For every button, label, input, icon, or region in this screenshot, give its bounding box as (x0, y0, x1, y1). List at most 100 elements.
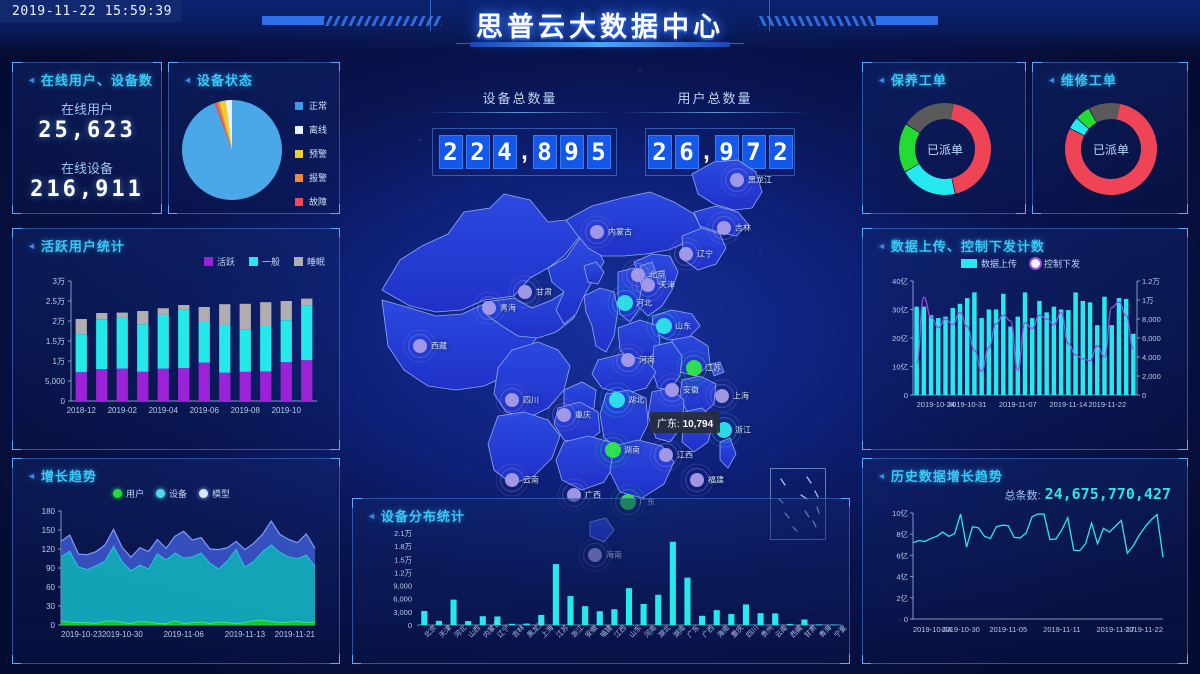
device-total-label: 设备总数量 (482, 91, 558, 106)
title-underline (470, 42, 730, 47)
panel-title-marker-icon: ◄ (27, 241, 37, 251)
panel-title-online: ◄ 在线用户、设备数 (27, 73, 153, 88)
panel-repair-orders: ◄ 维修工单 已派单 (1032, 62, 1188, 214)
legend-item-data-upload[interactable]: 数据上传 (961, 257, 1017, 270)
svg-text:3万: 3万 (53, 277, 65, 286)
map-marker[interactable] (715, 389, 729, 403)
header-bar-left (262, 16, 324, 25)
legend-item-normal[interactable]: 正常 (295, 99, 327, 112)
map-marker[interactable] (505, 473, 519, 487)
legend-item-warning[interactable]: 预警 (295, 147, 327, 160)
map-marker[interactable] (621, 353, 635, 367)
svg-text:6亿: 6亿 (896, 550, 908, 560)
active-users-bar-chart[interactable]: 0 5,000 1万 1.5万 2万 2.5万 3万 2018-12 2019-02 2019-0… (31, 273, 321, 438)
donut-slice[interactable] (949, 103, 991, 194)
svg-text:2019-11-22: 2019-11-22 (1088, 400, 1126, 409)
map-province-label: 江苏 (705, 363, 721, 373)
map-marker[interactable] (518, 285, 532, 299)
map-province-label: 河北 (636, 298, 652, 308)
growth-trend-area-chart[interactable]: 0 30 60 90 120 150 180 2019-10-23 2019-10-30 2019… (29, 503, 321, 658)
legend-label-users: 用户 (126, 489, 145, 499)
flip-digit: 2 (768, 135, 793, 169)
svg-text:2019-02: 2019-02 (108, 406, 138, 415)
device-distribution-bar-chart[interactable]: 0 3,000 6,000 9,000 1.2万 1.5万 1.8万 2.1万 (375, 529, 845, 630)
map-marker[interactable] (679, 247, 693, 261)
map-marker[interactable] (690, 473, 704, 487)
map-marker[interactable] (557, 408, 571, 422)
donut-slice[interactable] (905, 164, 955, 195)
map-marker[interactable] (617, 295, 633, 311)
donut-slice[interactable] (1070, 118, 1089, 136)
legend-label-warning: 预警 (309, 149, 328, 159)
clock-label: 2019-11-22 15:59:39 (0, 0, 183, 22)
map-marker[interactable] (717, 221, 731, 235)
panel-title-marker-icon: ◄ (27, 75, 37, 85)
svg-text:2019-11-07: 2019-11-07 (999, 400, 1037, 409)
svg-text:5,000: 5,000 (45, 377, 66, 386)
panel-title-device-distribution: ◄ 设备分布统计 (367, 509, 465, 524)
map-marker[interactable] (730, 173, 744, 187)
map-marker[interactable] (609, 392, 625, 408)
svg-text:2019-11-21: 2019-11-21 (275, 630, 316, 639)
legend-label-normal: 正常 (309, 101, 328, 111)
legend-item-active[interactable]: 活跃 (203, 255, 235, 268)
history-total-label: 总条数: (1004, 490, 1041, 502)
map-province-label: 江西 (677, 450, 693, 460)
svg-text:2019-11-14: 2019-11-14 (1049, 400, 1087, 409)
map-marker[interactable] (482, 301, 496, 315)
legend-swatch-offline (295, 125, 303, 134)
map-marker[interactable] (505, 393, 519, 407)
donut-slice[interactable] (899, 124, 920, 172)
panel-title-growth-trend: ◄ 增长趋势 (27, 469, 97, 484)
donut-slice[interactable] (906, 103, 955, 133)
donut-slice[interactable] (1089, 103, 1121, 123)
map-marker[interactable] (631, 268, 645, 282)
legend-item-devices[interactable]: 设备 (156, 487, 187, 500)
panel-title-marker-icon: ◄ (367, 511, 377, 521)
legend-item-control-dispatch[interactable]: 控制下发 (1031, 257, 1080, 270)
legend-item-users[interactable]: 用户 (113, 487, 144, 500)
panel-device-distribution: ◄ 设备分布统计 0 3,000 6,000 9,000 1.2万 1.5万 1.8万 2.1万… (352, 498, 850, 664)
china-map[interactable]: 黑龙江 吉林 内蒙古 辽宁 北京 天津 河北 山东 甘肃 青海 西藏 河南 江苏 安徽 湖北 上海 四川 重庆 湖南… (352, 150, 852, 572)
legend-item-offline[interactable]: 离线 (295, 123, 327, 136)
svg-text:2019-10-24: 2019-10-24 (913, 625, 951, 634)
legend-item-models[interactable]: 模型 (199, 487, 230, 500)
donut-slice[interactable] (1065, 103, 1157, 195)
panel-title-marker-icon: ◄ (877, 471, 887, 481)
maintenance-donut-center-label: 已派单 (926, 142, 963, 157)
svg-text:1万: 1万 (53, 357, 65, 366)
legend-item-general[interactable]: 一般 (248, 255, 280, 268)
svg-text:2019-11-17: 2019-11-17 (1096, 625, 1134, 634)
map-marker[interactable] (590, 225, 604, 239)
history-total-value: 24,675,770,427 (1044, 485, 1171, 503)
svg-text:6,000: 6,000 (1142, 334, 1161, 343)
map-marker[interactable] (665, 383, 679, 397)
legend-label-active: 活跃 (216, 257, 235, 267)
panel-title-data-upload: ◄ 数据上传、控制下发计数 (877, 239, 1045, 254)
legend-item-sleeping[interactable]: 睡眠 (293, 255, 325, 268)
map-marker[interactable] (656, 318, 672, 334)
data-upload-combo-chart[interactable]: 0 10亿 20亿 30亿 40亿 0 2,000 4,000 6,000 8,000 1万 1.2万… (879, 273, 1171, 433)
svg-text:40亿: 40亿 (892, 276, 908, 286)
repair-donut-chart[interactable] (1055, 93, 1167, 205)
device-status-pie-chart[interactable] (177, 95, 287, 205)
map-marker[interactable] (659, 448, 673, 462)
map-marker[interactable] (641, 278, 655, 292)
svg-text:8,000: 8,000 (1142, 315, 1161, 324)
map-marker[interactable] (605, 442, 621, 458)
map-province-label: 北京 (649, 270, 665, 280)
donut-slice[interactable] (1077, 108, 1097, 129)
legend-dot-models (199, 489, 209, 498)
header-hatch-right (758, 16, 878, 26)
map-marker[interactable] (413, 339, 427, 353)
flip-digit: 4 (492, 135, 517, 169)
svg-text:20亿: 20亿 (892, 333, 908, 343)
legend-item-alarm[interactable]: 报警 (295, 171, 327, 184)
maintenance-donut-chart[interactable] (889, 93, 1001, 205)
legend-label-devices: 设备 (169, 489, 188, 499)
map-province-label: 湖北 (628, 395, 644, 405)
legend-item-fault[interactable]: 故障 (295, 195, 327, 208)
map-marker[interactable] (686, 360, 702, 376)
